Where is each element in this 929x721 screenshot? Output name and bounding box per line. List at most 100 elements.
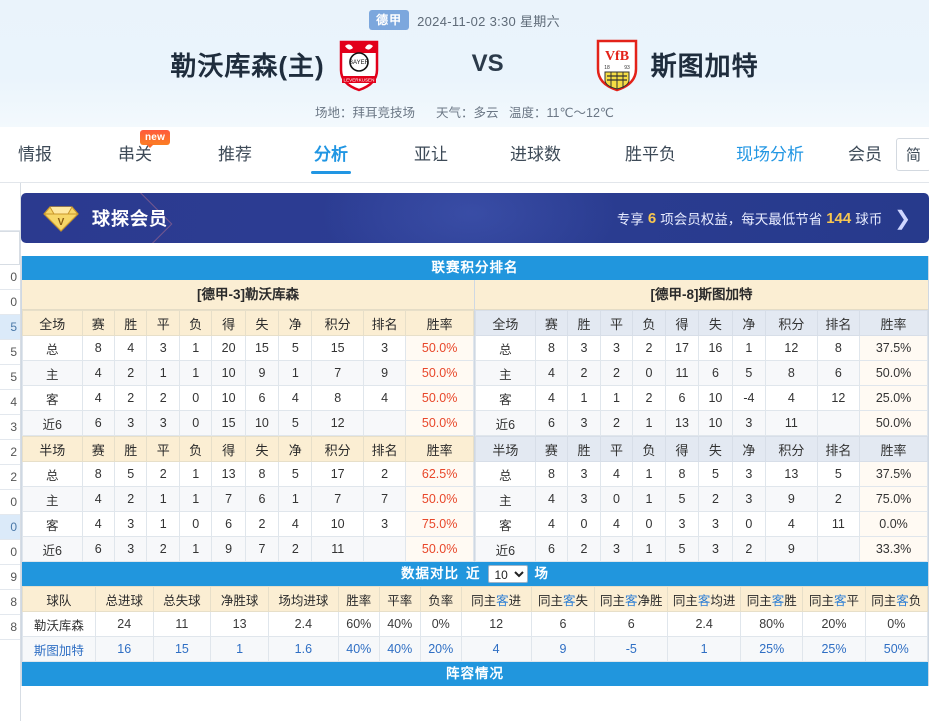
table-cell: 1	[567, 385, 601, 411]
table-cell: 12	[816, 385, 861, 411]
table-cell: 6	[534, 536, 569, 562]
home-standings-caption: [德甲-3]勒沃库森	[22, 280, 474, 310]
table-cell: 0	[178, 385, 213, 411]
nav-tab-label: 亚让	[414, 144, 448, 164]
table-cell: 4	[81, 360, 116, 386]
col-header: 排名	[362, 310, 407, 336]
chevron-right-icon[interactable]: ❯	[894, 207, 911, 230]
home-fulltime-table-wrap: 全场赛胜平负得失净积分 排名 胜率总 8 4 3 1 20 15 5 15 3 50.0% 主 4 2 1 1 10…	[22, 310, 474, 436]
table-cell: 4	[113, 335, 148, 361]
table-cell: 3	[731, 461, 767, 487]
table-header-row: 全场赛胜平负得失净积分 排名 胜率	[22, 310, 474, 336]
table-cell: 6	[664, 385, 700, 411]
table-cell: 9	[211, 536, 246, 562]
table-cell: 2	[146, 461, 180, 487]
recent-matches-select[interactable]: 61020	[487, 565, 528, 583]
table-cell: 1	[599, 385, 634, 411]
home-ht-table: 半场赛胜平负得失净积分 排名 胜率总 8 5 2 1 13 8 5 17 2 62.5% 主 4 2 1 1 7 6 1…	[22, 436, 474, 562]
nav-tab-2[interactable]: 推荐	[218, 127, 252, 183]
table-cell: 8	[765, 360, 818, 386]
svg-text:V: V	[58, 217, 65, 228]
weather-value: 多云	[473, 106, 499, 120]
table-cell: 0	[632, 511, 666, 537]
table-cell: 4	[460, 636, 532, 662]
col-header: 得	[664, 436, 700, 462]
home-team-block[interactable]: 勒沃库森(主) BAYER LEVERKUSEN	[170, 36, 382, 92]
away-ft-table: 全场赛胜平负得失净积分 排名 胜率总 8 3 3 2 17 16 1 12 8 37.5% 主 4 2 2 0 11…	[475, 310, 928, 436]
vip-membership-banner[interactable]: V 球探会员 专享 6 项会员权益，每天最低节省 144 球币 ❯	[21, 193, 929, 243]
table-cell: 2.4	[267, 611, 339, 637]
table-header-row: 全场赛胜平负得失净积分 排名 胜率	[475, 310, 928, 336]
col-header: 平	[599, 436, 634, 462]
lineup-section-title: 阵容情况	[22, 662, 928, 686]
table-row: 客 4 1 1 2 6 10 -4 4 12 25.0%	[475, 385, 928, 411]
table-row: 近6 6 3 3 0 15 10 5 12 50.0%	[22, 410, 474, 436]
table-cell: 3	[698, 536, 733, 562]
vip-promo[interactable]: 专享 6 项会员权益，每天最低节省 144 球币 ❯	[617, 206, 911, 231]
venue-weather-row: 场地：拜耳竞技场 天气：多云 温度：11℃～12℃	[0, 102, 929, 121]
table-cell: 0	[632, 360, 666, 386]
col-header: 积分	[765, 310, 818, 336]
col-header: 同主客平	[802, 586, 866, 612]
vip-promo-suffix: 球币	[855, 212, 883, 227]
nav-tab-label: 胜平负	[625, 144, 676, 164]
table-cell: 3	[599, 536, 634, 562]
nav-tab-7[interactable]: 现场分析	[736, 127, 804, 183]
nav-tab-1[interactable]: 串关 new	[118, 127, 171, 183]
table-cell: 12	[765, 335, 818, 361]
row-label: 主	[475, 360, 536, 386]
language-toggle-button[interactable]: 简	[896, 138, 929, 171]
col-header: 胜	[567, 436, 601, 462]
nav-tab-8[interactable]: 会员	[848, 127, 882, 183]
table-cell: 2	[278, 536, 313, 562]
col-header: 失	[698, 436, 733, 462]
nav-tab-6[interactable]: 胜平负	[625, 127, 676, 183]
table-cell: 6	[698, 360, 733, 386]
nav-tab-0[interactable]: 情报	[18, 127, 52, 183]
venue-label: 场地：	[315, 106, 353, 120]
table-cell: 25%	[802, 636, 866, 662]
table-cell: 10	[698, 385, 733, 411]
table-cell: 2	[113, 360, 148, 386]
col-header: 净胜球	[210, 586, 269, 612]
nav-tab-4[interactable]: 亚让	[414, 127, 448, 183]
league-badge[interactable]: 德甲	[369, 10, 410, 30]
table-cell: 2	[698, 486, 733, 512]
table-cell: 9	[530, 636, 596, 662]
table-cell: 15	[244, 335, 280, 361]
col-header: 同主客均进	[667, 586, 742, 612]
col-header: 负率	[419, 586, 462, 612]
table-row: 客 4 0 4 0 3 3 0 4 11 0.0%	[475, 511, 928, 537]
col-header: 赛	[534, 310, 569, 336]
nav-tab-5[interactable]: 进球数	[510, 127, 561, 183]
col-header: 净	[278, 436, 313, 462]
table-cell: 6	[244, 385, 280, 411]
away-team-logo-icon: VfB 18 93	[593, 36, 641, 92]
compare-team-name: 勒沃库森	[22, 611, 96, 637]
col-header: 总进球	[94, 586, 154, 612]
col-header: 同主客失	[530, 586, 596, 612]
table-cell: 6	[81, 536, 116, 562]
away-team-block[interactable]: VfB 18 93 斯图加特	[593, 36, 759, 92]
left-strip-cell: 2	[0, 465, 20, 490]
table-row: 总 8 3 3 2 17 16 1 12 8 37.5%	[475, 335, 928, 361]
match-datetime: 2024-11-02 3:30 星期六	[417, 13, 560, 29]
table-cell: 12	[311, 410, 364, 436]
diamond-icon: V	[43, 203, 79, 233]
left-strip-cell: 0	[0, 515, 20, 540]
col-header: 平	[146, 310, 180, 336]
table-cell: 2	[362, 461, 407, 487]
left-strip-cell: 3	[0, 415, 20, 440]
table-row: 总 8 5 2 1 13 8 5 17 2 62.5%	[22, 461, 474, 487]
table-cell: 3	[731, 486, 767, 512]
table-cell: 0.0%	[859, 511, 928, 537]
nav-tab-label: 会员	[848, 144, 882, 164]
col-header: 得	[211, 436, 246, 462]
nav-tab-3[interactable]: 分析	[314, 127, 348, 183]
analysis-panel: 联赛积分排名 [德甲-3]勒沃库森 全场赛胜平负得失净积分 排名 胜率总 8 4 3 1 20…	[21, 256, 929, 686]
table-cell: 8	[244, 461, 280, 487]
row-label: 总	[475, 335, 536, 361]
table-cell: 2	[244, 511, 280, 537]
table-cell: 8	[664, 461, 700, 487]
nav-tab-label: 推荐	[218, 144, 252, 164]
